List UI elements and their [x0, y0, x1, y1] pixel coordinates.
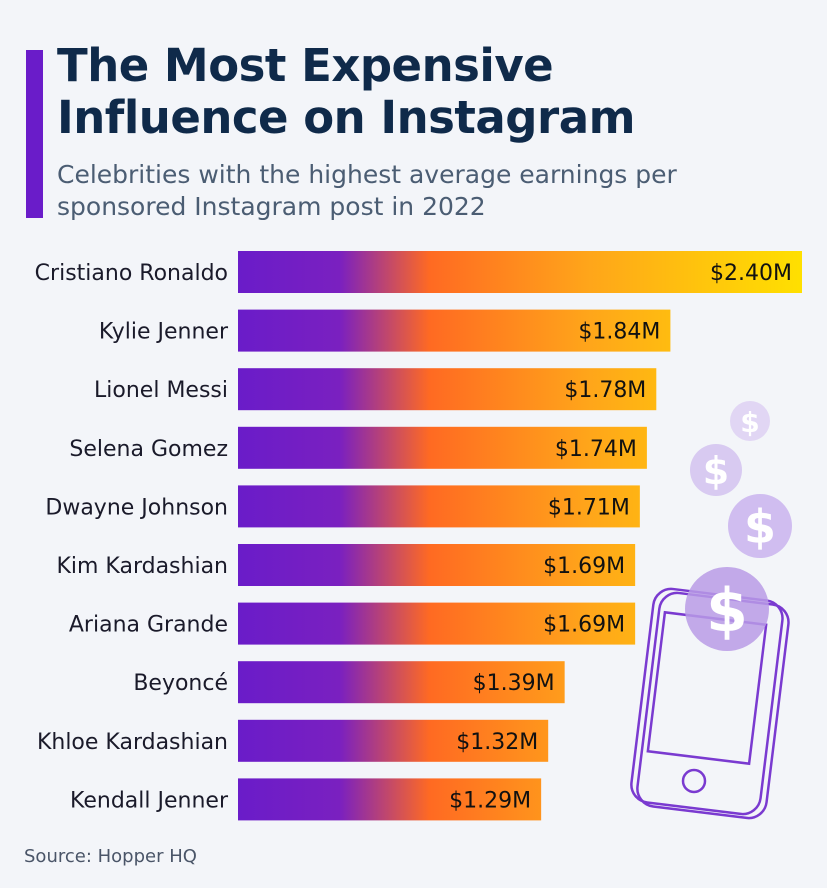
- value-label: $1.69M: [543, 613, 625, 638]
- svg-text:$: $: [744, 500, 776, 554]
- value-label: $1.29M: [449, 788, 531, 813]
- value-label: $1.69M: [543, 554, 625, 579]
- svg-text:$: $: [706, 576, 748, 646]
- category-label: Dwayne Johnson: [45, 495, 228, 520]
- title-accent-bar: [26, 50, 43, 218]
- value-label: $1.78M: [564, 378, 646, 403]
- bar: [238, 661, 565, 704]
- category-label: Ariana Grande: [69, 613, 228, 638]
- bar: [238, 602, 636, 645]
- bar: [238, 309, 671, 352]
- category-label: Kendall Jenner: [70, 788, 229, 813]
- category-label: Selena Gomez: [69, 437, 228, 462]
- dollar-coin-icon: $: [730, 401, 770, 441]
- dollar-coin-icon: $: [690, 444, 742, 496]
- value-label: $1.39M: [473, 671, 555, 696]
- svg-text:$: $: [740, 406, 759, 439]
- value-label: $1.74M: [555, 437, 637, 462]
- bar: [238, 778, 542, 821]
- dollar-coin-icon: $: [728, 494, 792, 558]
- value-label: $1.84M: [578, 320, 660, 345]
- bar: [238, 426, 647, 469]
- bar: [238, 485, 640, 528]
- dollar-coin-icon: $: [685, 567, 769, 651]
- value-label: $2.40M: [710, 261, 792, 286]
- bar: [238, 251, 802, 293]
- category-label: Lionel Messi: [94, 378, 228, 403]
- chart-subtitle: Celebrities with the highest average ear…: [57, 160, 677, 221]
- category-label: Khloe Kardashian: [37, 730, 228, 755]
- chart-title: The Most Expensive Influence on Instagra…: [57, 39, 635, 144]
- value-label: $1.32M: [456, 730, 538, 755]
- svg-text:$: $: [703, 449, 729, 493]
- bar: [238, 719, 549, 762]
- category-label: Kim Kardashian: [56, 554, 228, 579]
- value-label: $1.71M: [548, 495, 630, 520]
- category-label: Kylie Jenner: [99, 320, 229, 345]
- bar: [238, 368, 657, 411]
- source-note: Source: Hopper HQ: [24, 846, 197, 867]
- bar: [238, 544, 636, 586]
- category-label: Beyoncé: [133, 671, 228, 696]
- category-label: Cristiano Ronaldo: [35, 261, 228, 286]
